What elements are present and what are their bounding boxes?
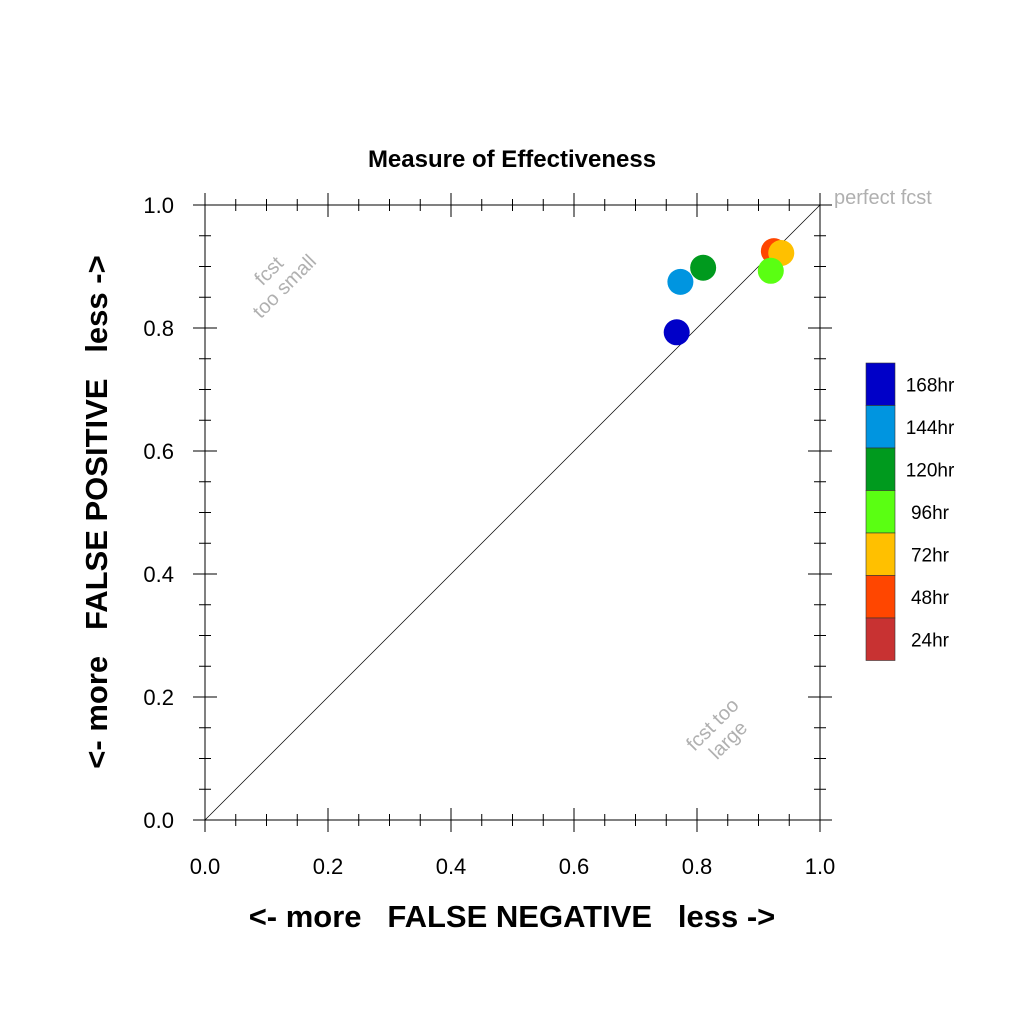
axis-tick-labels: 0.0 0.2 0.4 0.6 0.8 1.0 0.0 0.2 0.4 0.6 0.8 1.0 [143,193,835,879]
legend-label-168hr: 168hr [906,375,955,396]
x-tick-label: 0.4 [436,854,467,879]
legend-swatch-144hr [865,405,896,449]
too-large-annotation: fcst too large [682,694,752,764]
point-96hr [757,257,784,284]
x-tick-label: 0.6 [559,854,590,879]
too-small-annotation: fcst too small [249,251,321,323]
data-points [663,238,795,346]
y-tick-label: 0.8 [143,316,174,341]
x-axis-title: <- more FALSE NEGATIVE less -> [249,899,776,934]
perfect-forecast-diagonal [204,204,821,821]
point-120hr [690,254,717,281]
point-168hr [663,319,690,346]
x-tick-label: 0.8 [682,854,713,879]
legend-label-24hr: 24hr [911,630,950,651]
legend-label-48hr: 48hr [911,588,950,609]
legend-swatch-72hr [865,532,896,576]
perfect-forecast-label: perfect fcst [834,187,932,209]
legend-swatch-168hr [865,362,896,406]
x-tick-label: 1.0 [805,854,836,879]
chart-title: Measure of Effectiveness [368,146,656,173]
y-tick-label: 0.4 [143,562,174,587]
legend: 168hr 144hr 120hr 96hr 72hr 48hr 24hr [865,362,955,661]
legend-label-144hr: 144hr [906,418,955,439]
legend-swatch-24hr [865,617,896,661]
x-tick-label: 0.0 [190,854,221,879]
legend-label-96hr: 96hr [911,503,950,524]
y-tick-label: 0.6 [143,439,174,464]
legend-label-72hr: 72hr [911,545,950,566]
x-tick-label: 0.2 [313,854,344,879]
point-144hr [667,268,694,295]
y-axis-title: <- more FALSE POSITIVE less -> [79,255,114,768]
y-tick-label: 1.0 [143,193,174,218]
y-tick-label: 0.2 [143,685,174,710]
legend-swatch-48hr [865,575,896,619]
legend-label-120hr: 120hr [906,460,955,481]
y-tick-label: 0.0 [143,808,174,833]
axis-ticks [193,193,832,832]
legend-swatch-120hr [865,447,896,491]
too-small-line2: too small [249,251,321,323]
legend-swatch-96hr [865,490,896,534]
